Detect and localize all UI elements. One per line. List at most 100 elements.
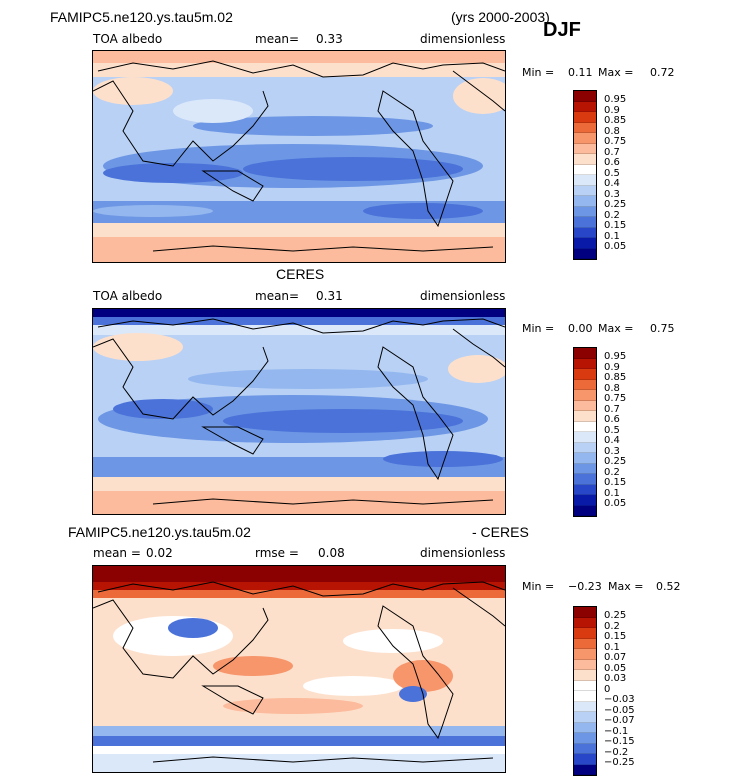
colorbar-swatch <box>574 638 596 649</box>
colorbar-swatch <box>574 348 596 359</box>
panel2-title: CERES <box>276 266 325 282</box>
colorbar-tick-label: 0.2 <box>604 466 620 478</box>
panel1-max-value: 0.72 <box>650 66 675 79</box>
colorbar-tick-label: 0.85 <box>604 372 627 383</box>
panel3-min-value: −0.23 <box>568 580 602 593</box>
colorbar-swatch <box>574 743 596 754</box>
colorbar-swatch <box>574 701 596 712</box>
colorbar-tick-label: 0.8 <box>604 382 620 394</box>
colorbar-swatch <box>574 722 596 733</box>
colorbar-swatch <box>574 659 596 670</box>
panel3-colorbar-labels: 0.25 0.2 0.15 0.1 0.07 0.05 0.03 0 −0.03 −0.05 −0.… <box>604 610 635 769</box>
panel1-mean-label: mean= <box>255 32 300 46</box>
colorbar-swatch <box>574 185 596 196</box>
colorbar-tick-label: 0.7 <box>604 146 620 158</box>
colorbar-swatch <box>574 175 596 186</box>
colorbar-tick-label: 0.05 <box>604 498 627 509</box>
colorbar-tick-label: −0.1 <box>604 725 629 737</box>
colorbar-swatch <box>574 101 596 112</box>
panel2-min-value: 0.00 <box>568 322 593 335</box>
colorbar-swatch <box>574 143 596 154</box>
panel1-max-label: Max = <box>598 66 634 79</box>
colorbar-tick-label: 0.2 <box>604 620 620 632</box>
panel1-variable: TOA albedo <box>93 32 163 46</box>
colorbar-swatch <box>574 712 596 723</box>
colorbar-tick-label: 0.9 <box>604 361 620 373</box>
colorbar-tick-label: 0.85 <box>604 115 627 126</box>
colorbar-swatch <box>574 670 596 681</box>
panel3-max-value: 0.52 <box>656 580 681 593</box>
panel3-title-left: FAMIPC5.ne120.ys.tau5m.02 <box>68 524 251 540</box>
colorbar-swatch <box>574 112 596 123</box>
colorbar-tick-label: 0.25 <box>604 610 627 621</box>
colorbar-swatch <box>574 764 596 775</box>
panel3-mean-value: 0.02 <box>146 546 173 560</box>
model-title: FAMIPC5.ne120.ys.tau5m.02 <box>50 9 233 25</box>
colorbar-tick-label: 0.15 <box>604 631 627 642</box>
colorbar-tick-label: 0.75 <box>604 393 627 404</box>
panel2-mean-value: 0.31 <box>316 289 343 303</box>
colorbar-swatch <box>574 421 596 432</box>
colorbar-tick-label: 0.3 <box>604 188 620 200</box>
panel2-variable: TOA albedo <box>93 289 163 303</box>
panel2-min-label: Min = <box>522 322 555 335</box>
colorbar-swatch <box>574 754 596 765</box>
colorbar-tick-label: 0.2 <box>604 209 620 221</box>
colorbar-swatch <box>574 390 596 401</box>
colorbar-tick-label: 0 <box>604 683 611 695</box>
colorbar-swatch <box>574 607 596 618</box>
colorbar-swatch <box>574 227 596 238</box>
colorbar-swatch <box>574 358 596 369</box>
colorbar-tick-label: −0.15 <box>604 736 635 747</box>
panel2-map <box>92 308 506 515</box>
panel1-colorbar-labels: 0.95 0.9 0.85 0.8 0.75 0.7 0.6 0.5 0.4 0.3 0.25 0.2… <box>604 94 627 253</box>
colorbar-tick-label: 0.75 <box>604 136 627 147</box>
colorbar-tick-label: 0.7 <box>604 403 620 415</box>
colorbar-swatch <box>574 463 596 474</box>
colorbar-tick-label: 0.1 <box>604 641 620 653</box>
colorbar-tick-label: 0.25 <box>604 199 627 210</box>
panel1-mean-value: 0.33 <box>316 32 343 46</box>
colorbar-tick-label: 0.8 <box>604 125 620 137</box>
colorbar-swatch <box>574 133 596 144</box>
colorbar-tick-label: 0.3 <box>604 445 620 457</box>
panel1-min-label: Min = <box>522 66 555 79</box>
colorbar-tick-label: −0.03 <box>604 694 635 705</box>
panel3-colorbar <box>573 606 597 776</box>
colorbar-tick-label: −0.2 <box>604 746 629 758</box>
colorbar-swatch <box>574 680 596 691</box>
panel1-map <box>92 50 506 263</box>
colorbar-tick-label: 0.4 <box>604 435 620 446</box>
colorbar-tick-label: 0.95 <box>604 94 627 105</box>
colorbar-swatch <box>574 411 596 422</box>
colorbar-swatch <box>574 484 596 495</box>
panel2-units: dimensionless <box>420 289 506 303</box>
colorbar-swatch <box>574 442 596 453</box>
colorbar-tick-label: 0.6 <box>604 157 620 168</box>
colorbar-swatch <box>574 238 596 249</box>
colorbar-swatch <box>574 505 596 516</box>
panel3-title-right: - CERES <box>472 524 529 540</box>
panel1-min-value: 0.11 <box>568 66 593 79</box>
colorbar-tick-label: 0.03 <box>604 673 627 684</box>
panel2-colorbar-labels: 0.95 0.9 0.85 0.8 0.75 0.7 0.6 0.5 0.4 0.3 0.25 0.2… <box>604 351 627 510</box>
colorbar-swatch <box>574 248 596 259</box>
panel3-rmse-value: 0.08 <box>318 546 345 560</box>
panel3-max-label: Max = <box>608 580 644 593</box>
colorbar-tick-label: 0.5 <box>604 167 620 179</box>
colorbar-swatch <box>574 733 596 744</box>
colorbar-swatch <box>574 164 596 175</box>
colorbar-tick-label: −0.25 <box>604 757 635 768</box>
colorbar-tick-label: 0.4 <box>604 178 620 189</box>
colorbar-swatch <box>574 495 596 506</box>
colorbar-swatch <box>574 691 596 702</box>
colorbar-swatch <box>574 206 596 217</box>
colorbar-swatch <box>574 154 596 165</box>
colorbar-tick-label: 0.05 <box>604 662 627 674</box>
colorbar-swatch <box>574 628 596 639</box>
panel2-colorbar <box>573 347 597 517</box>
colorbar-swatch <box>574 453 596 464</box>
panel3-map <box>92 565 506 773</box>
colorbar-swatch <box>574 122 596 133</box>
panel3-min-label: Min = <box>522 580 555 593</box>
